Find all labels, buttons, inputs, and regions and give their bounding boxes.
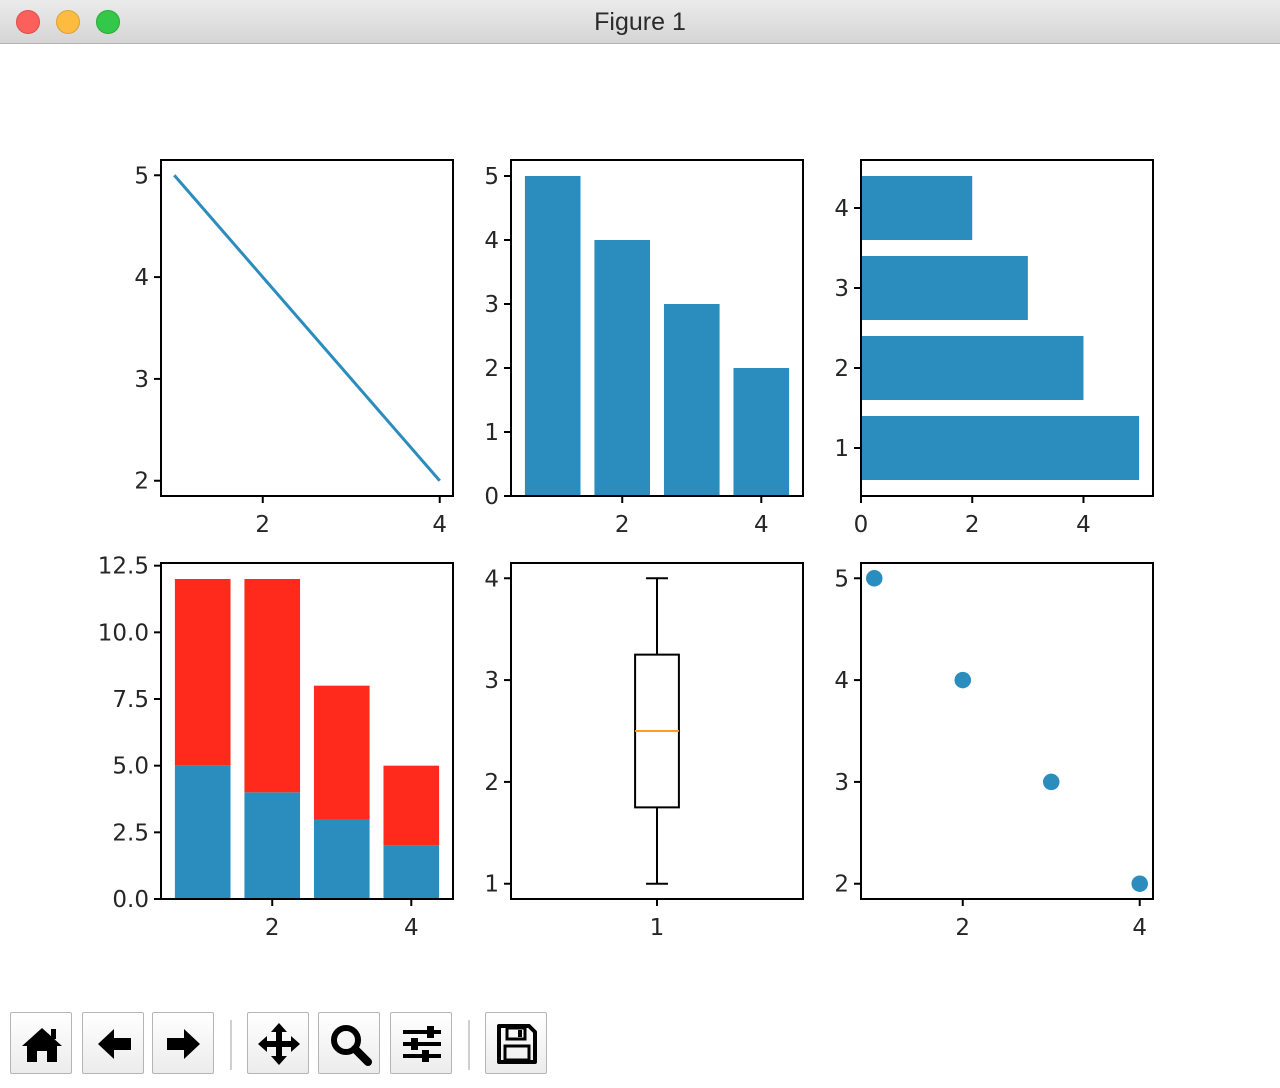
scatter-point-4 (1129, 873, 1150, 894)
y-tick-label: 3 (134, 367, 149, 393)
y-tick-label: 5.0 (112, 754, 149, 780)
x-tick-label: 4 (1076, 512, 1091, 538)
y-tick-label: 3 (484, 292, 499, 318)
toolbar-separator (468, 1020, 470, 1070)
figure-canvas: 2 4 2 3 4 5 2 4 0 1 2 3 4 5 0 2 4 1 2 3 4 2 4 0.0 2.5 5.0 7.5 10.0 1… (98, 159, 1154, 941)
y-tick-label: 10.0 (98, 620, 149, 646)
stacked-bar-top-1 (174, 579, 231, 766)
stacked-bar-bottom-3 (313, 819, 370, 899)
subplot-4: 2 4 0.0 2.5 5.0 7.5 10.0 12.5 (98, 554, 454, 941)
navigation-toolbar (0, 1008, 1280, 1088)
axes-frame (160, 159, 454, 497)
y-tick-label: 2 (134, 469, 149, 495)
move-icon (258, 1023, 300, 1065)
toolbar-separator (230, 1020, 232, 1070)
forward-button[interactable] (152, 1012, 214, 1074)
x-tick-label: 2 (955, 915, 970, 941)
y-tick-label: 2 (484, 770, 499, 796)
y-tick-label: 2 (484, 356, 499, 382)
axes-frame (860, 562, 1154, 900)
pan-button[interactable] (247, 1012, 309, 1074)
y-tick-label: 4 (484, 566, 499, 592)
y-tick-label: 5 (834, 566, 849, 592)
y-tick-label: 0 (484, 484, 499, 510)
x-tick-label: 2 (615, 512, 630, 538)
y-tick-label: 1 (484, 420, 499, 446)
back-button[interactable] (82, 1012, 144, 1074)
y-tick-label: 4 (834, 668, 849, 694)
scatter-point-3 (1041, 772, 1061, 792)
hbar-3 (861, 256, 1028, 320)
stacked-bar-top-3 (313, 685, 370, 819)
stacked-bar-top-2 (244, 579, 301, 793)
subplot-1: 2 4 2 3 4 5 (134, 159, 454, 538)
x-tick-label: 2 (255, 512, 270, 538)
y-tick-label: 3 (484, 668, 499, 694)
y-tick-label: 2.5 (112, 820, 149, 846)
minimize-window-button[interactable] (56, 10, 80, 34)
bar-1 (524, 176, 581, 496)
floppy-disk-icon (497, 1024, 537, 1064)
hbar-4 (861, 176, 973, 240)
window-titlebar: Figure 1 (0, 0, 1280, 44)
stacked-bar-bottom-4 (383, 845, 440, 899)
sliders-icon (403, 1026, 441, 1062)
y-tick-label: 7.5 (112, 687, 149, 713)
y-tick-label: 5 (484, 164, 499, 190)
bar-2 (594, 240, 651, 496)
y-tick-label: 12.5 (98, 554, 149, 580)
subplot-2: 2 4 0 1 2 3 4 5 (484, 159, 804, 538)
home-icon (22, 1028, 62, 1062)
save-button[interactable] (485, 1012, 547, 1074)
scatter-point-1 (864, 568, 885, 589)
subplot-6: 2 4 2 3 4 5 (834, 562, 1154, 941)
scatter-point-2 (953, 670, 973, 690)
arrow-right-icon (167, 1029, 200, 1059)
subplot-3: 0 2 4 1 2 3 4 (834, 159, 1154, 538)
x-tick-label: 0 (854, 512, 869, 538)
axes-frame (860, 159, 1154, 497)
y-tick-label: 4 (134, 265, 149, 291)
bar-3 (663, 304, 720, 496)
x-tick-label: 4 (1132, 915, 1147, 941)
magnifier-icon (331, 1025, 372, 1066)
hbar-2 (861, 336, 1084, 400)
line-series (173, 174, 441, 482)
y-tick-label: 3 (834, 770, 849, 796)
x-tick-label: 4 (404, 915, 419, 941)
axes-frame (510, 159, 804, 497)
zoom-button[interactable] (318, 1012, 380, 1074)
y-tick-label: 1 (484, 872, 499, 898)
axes-frame (160, 562, 454, 900)
home-button[interactable] (10, 1012, 72, 1074)
y-tick-label: 0.0 (112, 887, 149, 913)
subplot-5: 1 1 2 3 4 (484, 562, 804, 941)
stacked-bar-bottom-2 (244, 792, 301, 899)
configure-subplots-button[interactable] (390, 1012, 452, 1074)
window-title: Figure 1 (594, 8, 686, 36)
y-tick-label: 4 (834, 196, 849, 222)
x-tick-label: 4 (754, 512, 769, 538)
x-tick-label: 4 (432, 512, 447, 538)
y-tick-label: 5 (134, 163, 149, 189)
y-tick-label: 1 (834, 436, 849, 462)
arrow-left-icon (98, 1029, 131, 1059)
x-tick-label: 2 (265, 915, 280, 941)
maximize-window-button[interactable] (96, 10, 120, 34)
bar-4 (733, 368, 790, 496)
hbar-1 (861, 416, 1140, 480)
x-tick-label: 2 (965, 512, 980, 538)
y-tick-label: 3 (834, 276, 849, 302)
close-window-button[interactable] (16, 10, 40, 34)
y-tick-label: 4 (484, 228, 499, 254)
x-tick-label: 1 (650, 915, 665, 941)
stacked-bar-bottom-1 (174, 765, 231, 899)
stacked-bar-top-4 (383, 765, 440, 846)
y-tick-label: 2 (834, 356, 849, 382)
y-tick-label: 2 (834, 872, 849, 898)
